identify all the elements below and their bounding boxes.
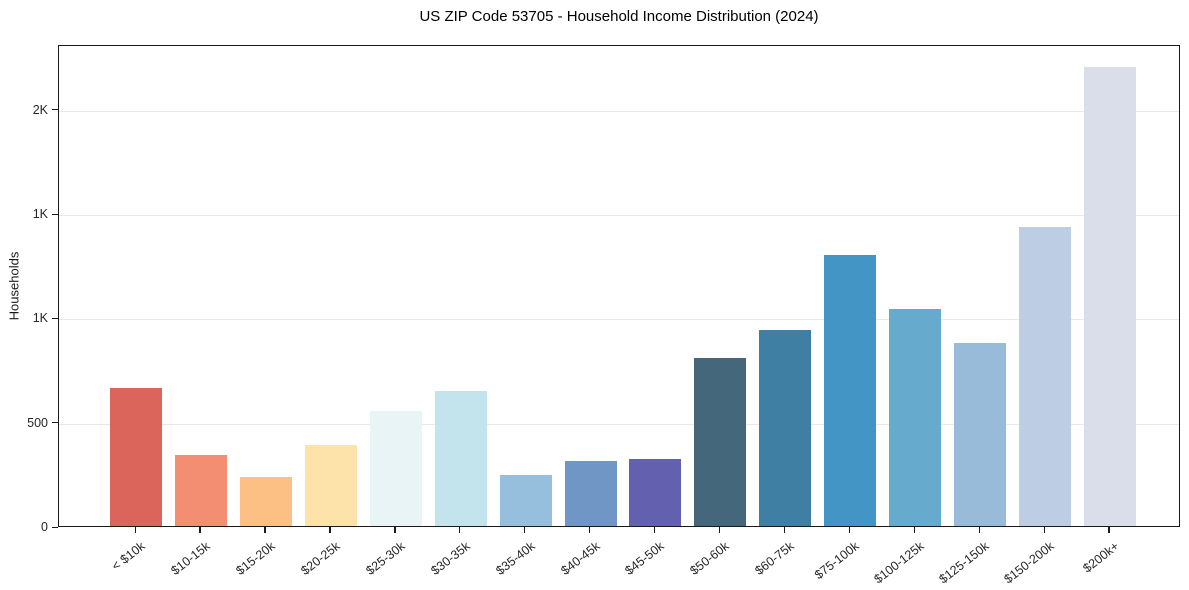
bar xyxy=(499,474,552,526)
bar xyxy=(629,459,682,526)
x-tick-label: $125-150k xyxy=(936,539,992,587)
x-tick-label: $15-20k xyxy=(233,539,278,578)
bar xyxy=(174,455,227,526)
x-tick-mark xyxy=(913,527,915,533)
x-tick-label: < $10k xyxy=(109,539,148,574)
x-tick-mark xyxy=(329,527,331,533)
bar xyxy=(110,388,162,526)
x-tick-label: $60-75k xyxy=(752,539,797,578)
y-tick-mark xyxy=(52,213,58,215)
plot-area xyxy=(58,45,1180,527)
x-tick-mark xyxy=(718,527,721,533)
bar xyxy=(564,461,617,526)
x-tick-mark xyxy=(524,527,526,533)
x-tick-label: $100-125k xyxy=(871,539,927,587)
x-tick-label: $200k+ xyxy=(1080,539,1122,576)
bar xyxy=(239,476,292,526)
x-tick-label: $25-30k xyxy=(363,539,408,578)
x-tick-label: $45-50k xyxy=(622,539,668,578)
y-tick-label: 2K xyxy=(32,102,48,117)
x-tick-mark xyxy=(783,527,786,533)
x-tick-mark xyxy=(589,527,591,533)
x-tick-mark xyxy=(653,527,656,533)
gridline xyxy=(59,110,1179,112)
bar xyxy=(434,391,487,526)
x-tick-mark xyxy=(1043,527,1045,533)
x-tick-label: $40-45k xyxy=(557,539,603,578)
gridline xyxy=(59,215,1179,216)
x-tick-mark xyxy=(978,527,980,533)
gridline xyxy=(59,319,1179,321)
x-tick-mark xyxy=(134,527,136,533)
y-tick-mark xyxy=(52,526,58,528)
bar xyxy=(694,358,747,526)
y-tick-mark xyxy=(52,109,58,111)
x-tick-label: $10-15k xyxy=(168,539,213,578)
y-tick-label: 500 xyxy=(27,415,48,430)
x-tick-mark xyxy=(459,527,461,533)
bar xyxy=(824,254,877,526)
bar xyxy=(369,411,422,526)
x-tick-label: $150-200k xyxy=(1001,539,1057,587)
x-tick-mark xyxy=(264,527,266,533)
gridline xyxy=(59,423,1179,425)
x-tick-label: $30-35k xyxy=(428,539,473,578)
y-tick-label: 1K xyxy=(32,311,48,326)
bar xyxy=(954,343,1007,526)
y-tick-mark xyxy=(52,422,58,424)
x-tick-mark xyxy=(848,527,851,533)
x-tick-label: $35-40k xyxy=(492,539,538,578)
x-tick-label: $20-25k xyxy=(298,539,343,578)
bar xyxy=(889,309,942,526)
x-tick-mark xyxy=(394,527,396,533)
x-tick-mark xyxy=(199,527,201,533)
bar xyxy=(759,329,812,526)
chart-title: US ZIP Code 53705 - Household Income Dis… xyxy=(419,8,819,25)
y-tick-label: 0 xyxy=(41,520,48,534)
bar xyxy=(1083,66,1136,526)
bar xyxy=(1019,226,1072,526)
y-tick-label: 1K xyxy=(32,207,48,221)
x-tick-mark xyxy=(1108,527,1110,533)
y-tick-mark xyxy=(52,317,58,320)
x-tick-label: $75-100k xyxy=(812,539,862,583)
bar xyxy=(304,444,357,526)
x-tick-label: $50-60k xyxy=(687,539,733,578)
